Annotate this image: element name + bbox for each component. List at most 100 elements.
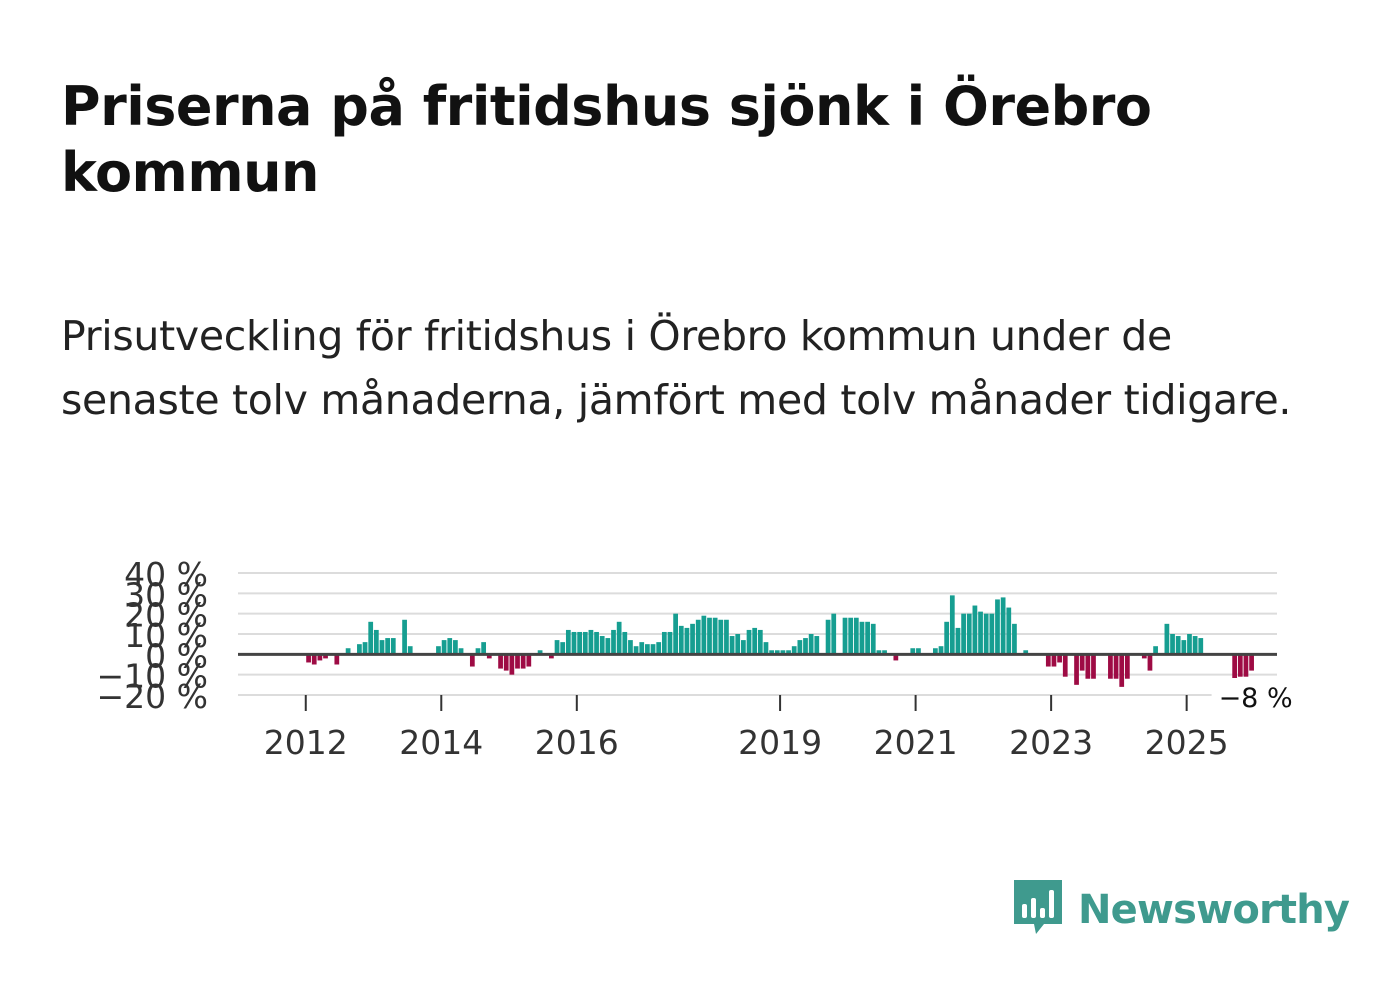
- bar: [972, 605, 978, 655]
- bar: [848, 617, 854, 655]
- bar: [503, 654, 509, 671]
- x-tick-label: 2025: [1145, 723, 1229, 762]
- brand-logo: Newsworthy: [1010, 876, 1350, 944]
- chart-subtitle: Prisutveckling för fritidshus i Örebro k…: [61, 312, 1292, 424]
- bar: [1237, 654, 1243, 677]
- x-tick-label: 2019: [738, 723, 822, 762]
- newsworthy-logo-icon: [1010, 876, 1066, 944]
- y-tick-label: 0 %: [145, 636, 208, 675]
- bar: [893, 654, 899, 661]
- bar: [385, 638, 391, 655]
- bar: [797, 640, 803, 655]
- bar: [718, 619, 724, 655]
- bar: [949, 595, 955, 655]
- bar: [724, 619, 729, 655]
- bar: [701, 615, 707, 655]
- bar: [678, 625, 684, 655]
- bar: [808, 634, 814, 655]
- bar: [933, 648, 938, 655]
- x-tick-label: 2016: [535, 723, 619, 762]
- bar: [520, 654, 526, 669]
- grid-lines: [238, 572, 1277, 696]
- bar: [357, 644, 362, 655]
- bar: [780, 650, 786, 655]
- bar: [870, 623, 876, 655]
- bar: [656, 642, 662, 655]
- bar: [645, 644, 650, 655]
- bar: [611, 629, 616, 655]
- bar: [1164, 623, 1170, 655]
- y-tick-label: 20 %: [124, 596, 208, 635]
- bar: [498, 654, 503, 669]
- bar: [1012, 623, 1017, 655]
- bar: [599, 636, 605, 655]
- bar: [549, 654, 554, 659]
- bar: [865, 621, 870, 655]
- bar: [622, 631, 628, 655]
- bar: [565, 629, 571, 655]
- bar: [1243, 654, 1249, 677]
- bar: [379, 640, 385, 655]
- bar: [735, 634, 741, 655]
- bar: [1006, 607, 1012, 655]
- bar: [390, 638, 396, 655]
- bar: [752, 627, 758, 655]
- bar: [469, 654, 475, 667]
- bar: [447, 638, 453, 655]
- bar: [1113, 654, 1119, 679]
- bar: [311, 654, 317, 665]
- bar: [814, 636, 820, 655]
- bar: [362, 642, 368, 655]
- bar: [345, 648, 351, 655]
- bar: [1091, 654, 1096, 679]
- bar: [1000, 597, 1006, 655]
- bar: [481, 642, 487, 655]
- bar: [791, 646, 797, 655]
- bar: [306, 654, 311, 663]
- bar: [554, 640, 560, 655]
- bar: [1153, 646, 1158, 655]
- y-tick-label: −10 %: [97, 657, 209, 696]
- bar: [690, 623, 695, 655]
- bars: [306, 595, 1254, 687]
- bar: [729, 636, 735, 655]
- bar: [842, 617, 848, 655]
- bar: [1170, 634, 1175, 655]
- bar: [667, 631, 673, 655]
- bar: [938, 646, 944, 655]
- bar: [712, 617, 718, 655]
- bar: [684, 627, 690, 655]
- x-tick-label: 2012: [264, 723, 348, 762]
- bar: [594, 631, 599, 655]
- bar: [831, 613, 837, 655]
- bar: [628, 640, 633, 655]
- bar: [515, 654, 520, 669]
- bar: [453, 640, 458, 655]
- bar: [944, 621, 950, 655]
- bar: [334, 654, 340, 665]
- bar: [1192, 636, 1198, 655]
- bar: [1249, 654, 1254, 671]
- bar: [1175, 636, 1181, 655]
- bar: [741, 640, 746, 655]
- bar: [673, 613, 678, 655]
- bar: [1232, 654, 1238, 681]
- bar: [577, 631, 582, 655]
- bar: [882, 650, 887, 655]
- bar: [757, 629, 763, 655]
- bar: [1124, 654, 1130, 679]
- bar: [910, 648, 916, 655]
- bar: [582, 631, 588, 655]
- y-tick-label: 30 %: [124, 575, 208, 614]
- bar: [989, 613, 995, 655]
- bar: [1045, 654, 1051, 667]
- bar: [475, 648, 481, 655]
- bar: [650, 644, 656, 655]
- bar: [983, 613, 989, 655]
- bar: [1085, 654, 1091, 679]
- bar: [966, 613, 972, 655]
- bar: [1198, 638, 1204, 655]
- bar: [1147, 654, 1153, 671]
- bar: [803, 638, 808, 655]
- bar: [961, 613, 966, 655]
